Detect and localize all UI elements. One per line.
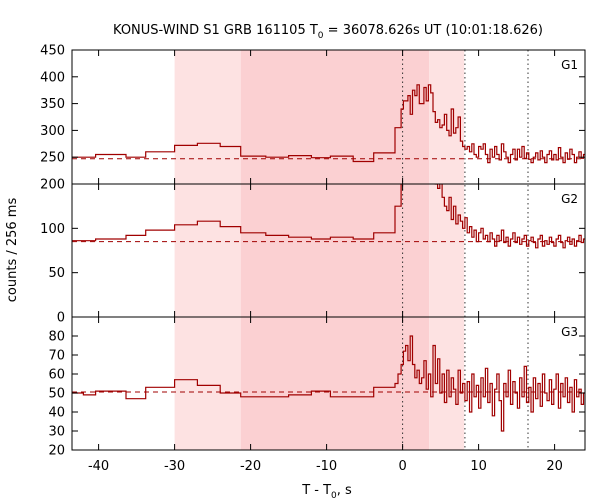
- y-tick-label: 250: [40, 151, 65, 166]
- x-tick-label: 20: [546, 459, 563, 474]
- y-tick-label: 400: [40, 70, 65, 85]
- chart-title: KONUS-WIND S1 GRB 161105 T0 = 36078.626s…: [113, 23, 543, 41]
- x-tick-label: 10: [470, 459, 487, 474]
- y-tick-label: 100: [40, 222, 65, 237]
- x-tick-label: -30: [164, 459, 185, 474]
- light-curve-g1: [72, 84, 585, 164]
- y-axis-title: counts / 256 ms: [5, 198, 20, 303]
- shaded-intervals: [174, 50, 465, 450]
- panel-g2: 0 50 100 G2: [40, 183, 586, 326]
- panel-g1: 200 250 300 350 400 450 G1: [40, 44, 586, 193]
- light-curve-g3: [72, 335, 585, 432]
- y-tick-label: 350: [40, 97, 65, 112]
- y-tick-label: 300: [40, 124, 65, 139]
- y-tick-label: 60: [48, 368, 65, 383]
- panel-frame: [71, 316, 586, 451]
- y-tick-label: 70: [48, 349, 65, 364]
- x-axis-title-main: T - T: [301, 483, 331, 498]
- y-tick-label: 200: [40, 178, 65, 193]
- y-tick-label: 80: [48, 330, 65, 345]
- x-tick-label: -20: [240, 459, 261, 474]
- y-tick-label: 30: [48, 425, 65, 440]
- x-axis-title-subscript: 0: [331, 491, 337, 500]
- y-tick-label: 50: [48, 266, 65, 281]
- panel-label-g3: G3: [561, 325, 578, 339]
- chart-title-rest: = 36078.626s UT (10:01:18.626): [324, 23, 543, 38]
- chart-title-subscript: 0: [318, 31, 324, 41]
- y-tick-label: 20: [48, 444, 65, 459]
- x-axis-title-rest: , s: [337, 483, 352, 498]
- panels: 200250300350400450G1050100G2203040506070…: [40, 44, 586, 474]
- light-curve-g2: [72, 184, 585, 249]
- y-tick-label: 0: [57, 311, 65, 326]
- x-tick-label: -10: [316, 459, 337, 474]
- panel-g3: 20 30 40 50 60 70 80 G3: [48, 316, 586, 459]
- panel-label-g1: G1: [561, 58, 578, 72]
- x-tick-label: -40: [88, 459, 109, 474]
- x-tick-label: 0: [398, 459, 406, 474]
- shaded-interval-0: [174, 50, 241, 450]
- y-tick-label: 450: [40, 44, 65, 59]
- x-axis-title: T - T0, s: [301, 483, 352, 500]
- y-tick-label: 40: [48, 406, 65, 421]
- panel-label-g2: G2: [561, 192, 578, 206]
- chart-title-main: KONUS-WIND S1 GRB 161105 T: [113, 23, 318, 38]
- y-tick-label: 50: [48, 387, 65, 402]
